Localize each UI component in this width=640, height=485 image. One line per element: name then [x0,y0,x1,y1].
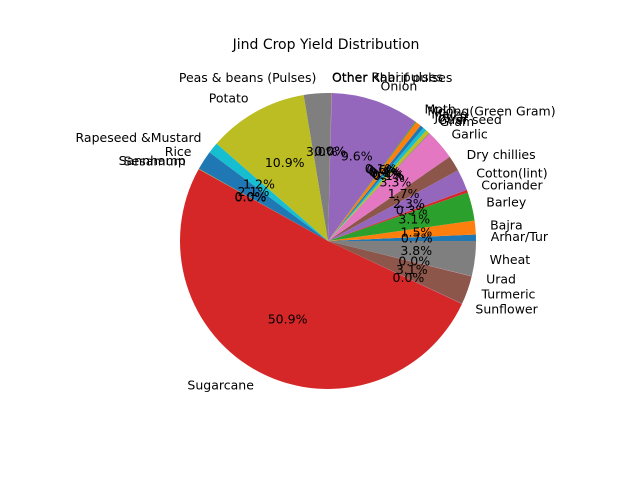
slice-label-sunflower: Sunflower [475,302,538,317]
slice-label-moth: Moth [425,101,456,116]
pie-slice-rapeseed-mustard [209,143,328,241]
slice-percent-cotton-lint: 2.3% [393,196,425,211]
pie-slice-cotton-lint [328,170,467,241]
slice-label-peas-beans-pulses: Peas & beans (Pulses) [179,70,317,85]
slice-label-guar-seed: Guar seed [438,112,502,127]
slice-label-sugarcane: Sugarcane [187,377,254,392]
pie-slice-rice [198,152,328,241]
slice-label-dry-chillies: Dry chillies [467,147,536,162]
slice-percent-arhar-tur: 0.7% [401,231,433,246]
slice-percent-urad: 0.0% [398,254,430,269]
slice-label-arhar-tur: Arhar/Tur [491,229,549,244]
slice-label-rapeseed-mustard: Rapeseed &Mustard [76,130,202,145]
slice-percent-dry-chillies: 1.7% [388,186,420,201]
slice-percent-rice: 2.1% [238,184,270,199]
pie-slice-garlic [328,133,450,241]
slice-label-other-rabi-pulses: Other Rabi pulses [332,70,443,85]
pie-slice-moth [328,121,417,241]
slice-label-gram: Gram [440,114,475,129]
pie-slice-other-rabi-pulses [328,93,332,241]
slice-percent-maize: 0.4% [369,164,401,179]
slice-label-bajra: Bajra [490,218,523,233]
slice-label-potato: Potato [209,90,249,105]
pie-slice-urad [328,241,472,277]
pie-slice-sannhamp [198,168,328,241]
slice-percentages: 0.7%1.5%3.1%0.3%2.3%1.7%3.3%0.1%0.4%0.4%… [235,144,433,327]
slice-percent-moth: 0.1% [365,161,397,176]
pie-slice-wheat [328,241,476,277]
slice-label-sannhamp: Sannhamp [119,153,186,168]
slice-percent-sugarcane: 50.9% [268,312,308,327]
slice-percent-coriander: 0.3% [396,203,428,218]
slice-percent-other-kharif-pulses: 0.0% [314,144,346,159]
pie-slice-barley [328,192,475,241]
pie-slice-peas-beans-pulses [303,92,332,242]
slice-label-jowar: Jowar [434,109,470,124]
slice-percent-wheat: 3.8% [400,243,432,258]
slice-label-coriander: Coriander [481,178,543,193]
pie-slice-sugarcane [180,169,462,389]
slice-percent-other-rabi-pulses: 0.0% [314,144,346,159]
pie-slice-onion [328,93,416,241]
slice-percent-garlic: 3.3% [380,175,412,190]
slice-percent-sesamum: 0.0% [235,189,267,204]
pie-slice-arhar-tur [328,234,477,241]
pie-slice-maize [328,125,424,241]
slice-label-garlic: Garlic [452,127,488,142]
pie-slice-bajra [328,220,476,241]
slice-label-moong-green-gram: Moong(Green Gram) [427,104,555,119]
slice-percent-barley: 3.1% [398,212,430,227]
pie-slices [180,92,477,389]
slice-percent-sunflower: 0.0% [393,270,425,285]
slice-percent-moong-green-gram: 0.6% [366,162,398,177]
slice-label-turmeric: Turmeric [481,287,536,302]
slice-label-urad: Urad [486,271,516,286]
slice-percent-turmeric: 3.1% [396,262,428,277]
slice-label-maize: Maize [431,107,467,122]
slice-label-rice: Rice [165,144,192,159]
slice-label-sesamum: Sesamum [124,153,186,168]
pie-slice-gram [328,132,430,241]
pie-slice-guar-seed [328,130,429,241]
chart-title: Jind Crop Yield Distribution [232,37,420,53]
slice-label-barley: Barley [486,194,527,209]
slice-percent-rapeseed-mustard: 1.2% [243,177,275,192]
pie-slice-sunflower [328,241,463,304]
pie-slice-other-kharif-pulses [328,93,332,242]
pie-slice-sesamum [198,168,328,241]
pie-slice-turmeric [328,241,472,304]
slice-label-onion: Onion [381,78,418,93]
slice-percent-peas-beans-pulses: 3.0% [306,144,338,159]
pie-slice-moong-green-gram [328,122,421,241]
pie-slice-jowar [328,127,427,241]
slice-percent-potato: 10.9% [265,155,305,170]
slice-label-cotton-lint: Cotton(lint) [476,165,547,180]
slice-percent-onion: 9.6% [341,149,373,164]
slice-percent-gram: 0.1% [373,168,405,183]
slice-label-other-kharif-pulses: Other Kharif pulses [332,70,452,85]
slice-percent-sannhamp: 0.0% [235,189,267,204]
slice-percent-bajra: 1.5% [401,224,433,239]
pie-slice-dry-chillies [328,156,459,241]
pie-slice-coriander [328,189,468,241]
pie-slice-potato [216,95,328,241]
slice-label-wheat: Wheat [490,252,531,267]
slice-percent-jowar: 0.4% [370,165,402,180]
slice-percent-guar-seed: 0.4% [372,167,404,182]
